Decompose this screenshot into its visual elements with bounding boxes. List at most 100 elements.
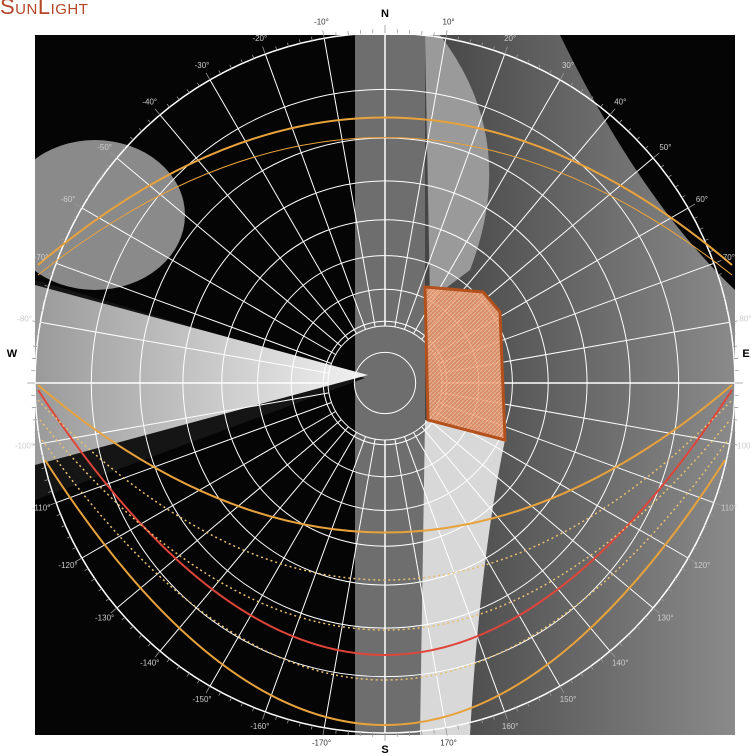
azimuth-line [394, 439, 447, 728]
rim-tick [687, 557, 696, 563]
rim-tick [492, 715, 495, 720]
rim-tick [218, 70, 222, 75]
rim-tick [41, 296, 46, 299]
photo-region [425, 35, 490, 300]
rim-tick [311, 36, 313, 41]
azimuth-line [404, 436, 506, 713]
rim-tick [34, 333, 39, 335]
rim-tick [636, 625, 640, 630]
azimuth-line [159, 114, 349, 340]
rim-tick [218, 691, 222, 696]
rim-tick [504, 711, 508, 720]
rim-tick [176, 665, 180, 670]
rim-tick [197, 82, 200, 87]
rim-tick [38, 455, 43, 457]
rim-tick [298, 722, 301, 727]
rim-tick [526, 702, 530, 707]
azimuth-label: -130° [95, 613, 114, 622]
sun-path [39, 419, 731, 631]
rim-tick [538, 64, 541, 69]
rim-tick [548, 691, 552, 696]
rim-tick [32, 443, 41, 446]
rim-tick [693, 216, 698, 220]
rim-tick [287, 719, 289, 724]
azimuth-line [323, 439, 376, 728]
rim-tick [98, 174, 103, 178]
azimuth-label: -20° [252, 34, 267, 43]
azimuth-label: 110° [721, 503, 737, 512]
rim-tick [147, 642, 152, 647]
rim-tick [138, 128, 143, 132]
rim-tick [469, 722, 472, 727]
azimuth-line [413, 432, 561, 687]
rim-tick [481, 719, 483, 724]
rim-tick [699, 227, 704, 230]
rim-tick [687, 203, 696, 209]
rim-tick [147, 119, 152, 124]
rim-tick [66, 536, 71, 539]
fisheye-photo [35, 35, 735, 735]
azimuth-line [209, 432, 357, 687]
rim-tick [627, 128, 632, 132]
photo-wedge [35, 285, 368, 465]
rim-tick [72, 216, 77, 220]
rim-tick [205, 72, 211, 81]
azimuth-label: 30° [562, 61, 574, 70]
azimuth-label: 80° [739, 315, 751, 324]
rim-tick [229, 697, 232, 702]
rim-tick [48, 502, 57, 506]
azimuth-label: -110° [32, 503, 51, 512]
rim-tick [667, 588, 672, 592]
rim-tick [469, 39, 472, 44]
rim-tick [457, 36, 459, 41]
rim-tick [262, 711, 266, 720]
rim-tick [699, 536, 704, 539]
rim-tick [731, 431, 736, 433]
rim-tick [56, 513, 61, 516]
rim-tick [110, 607, 118, 614]
rim-tick [48, 260, 57, 264]
rim-tick [618, 642, 623, 647]
azimuth-label: 40° [614, 98, 626, 107]
azimuth-label: 70° [723, 253, 735, 262]
rim-tick [61, 524, 66, 528]
rim-tick [105, 598, 110, 602]
rim-tick [34, 431, 39, 433]
azimuth-label: 140° [612, 658, 629, 667]
rim-tick [660, 598, 665, 602]
rim-tick [724, 296, 729, 299]
rim-tick [445, 30, 448, 39]
rim-tick [44, 285, 49, 287]
azimuth-label: 160° [502, 722, 519, 731]
rim-tick [84, 568, 89, 571]
sun-path [37, 116, 733, 266]
rim-tick [74, 203, 83, 209]
rim-tick [492, 46, 495, 51]
rim-tick [48, 490, 53, 493]
rim-tick [66, 227, 71, 230]
rim-tick [667, 174, 672, 178]
rim-tick [704, 238, 709, 242]
rim-tick [481, 42, 483, 47]
rim-tick [515, 707, 518, 712]
rim-tick [433, 729, 435, 734]
rim-tick [721, 479, 726, 481]
rim-tick [176, 96, 180, 101]
shading-zone [423, 285, 507, 442]
rim-tick [580, 89, 584, 94]
rim-tick [445, 727, 448, 736]
altitude-circle [353, 351, 417, 415]
rim-tick [570, 82, 573, 87]
rim-tick [590, 96, 594, 101]
rim-tick [693, 546, 698, 550]
rim-tick [729, 320, 738, 323]
azimuth-label: 150° [560, 695, 577, 704]
rim-tick [515, 54, 518, 59]
azimuth-label: -50° [97, 143, 112, 152]
azimuth-label: -160° [250, 722, 269, 731]
azimuth-label: 50° [659, 143, 671, 152]
rim-tick [197, 679, 200, 684]
rim-tick [91, 184, 96, 188]
